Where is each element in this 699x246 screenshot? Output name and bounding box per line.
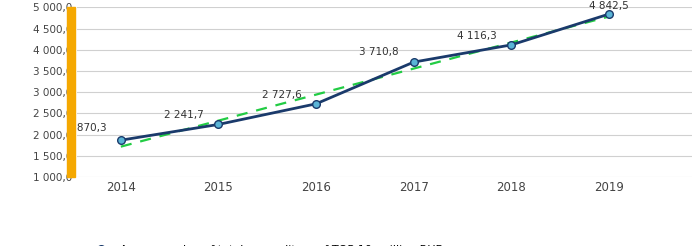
Average value of total expenditure of TOP-10, million RUB [605,13,613,15]
Text: 1 870,3: 1 870,3 [66,123,106,133]
Text: 4 116,3: 4 116,3 [457,31,497,41]
Text: 2 241,7: 2 241,7 [164,110,204,120]
Average value of total expenditure of TOP-10, million RUB [117,139,125,142]
Average value of total expenditure of TOP-10, million RUB [215,123,223,126]
Legend: Average value of total expenditure of TOP-10, million RUB: Average value of total expenditure of TO… [82,240,448,246]
Average value of total expenditure of TOP-10, million RUB [507,43,516,46]
Line: Average value of total expenditure of TOP-10, million RUB: Average value of total expenditure of TO… [117,10,613,144]
Text: 2 727,6: 2 727,6 [261,90,301,100]
Text: 4 842,5: 4 842,5 [589,1,629,11]
Text: 3 710,8: 3 710,8 [359,47,399,57]
Average value of total expenditure of TOP-10, million RUB [410,61,418,63]
Average value of total expenditure of TOP-10, million RUB [312,102,320,105]
